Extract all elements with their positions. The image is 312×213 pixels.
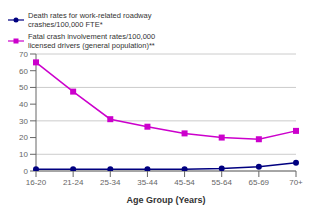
svg-text:25-34: 25-34: [100, 178, 121, 187]
svg-text:20: 20: [19, 133, 28, 142]
svg-text:70: 70: [19, 50, 28, 59]
svg-text:30: 30: [19, 117, 28, 126]
svg-text:16-20: 16-20: [26, 178, 47, 187]
html-text:Fatal crash involvement rates/: Fatal crash involvement rates/100,000 li…: [28, 32, 156, 50]
html-text:Death rates for work-related r: Death rates for work-related roadway cra…: [28, 11, 152, 29]
svg-text:21-24: 21-24: [63, 178, 84, 187]
svg-text:55-64: 55-64: [211, 178, 232, 187]
svg-text:10: 10: [19, 150, 28, 159]
svg-text:60: 60: [19, 67, 28, 76]
svg-text:45-54: 45-54: [174, 178, 195, 187]
svg-text:0: 0: [24, 167, 29, 176]
svg-text:50: 50: [19, 83, 28, 92]
svg-text:70+: 70+: [289, 178, 303, 187]
svg-text:65-69: 65-69: [249, 178, 270, 187]
svg-text:Age Group (Years): Age Group (Years): [126, 195, 205, 205]
svg-text:35-44: 35-44: [137, 178, 158, 187]
svg-text:40: 40: [19, 100, 28, 109]
